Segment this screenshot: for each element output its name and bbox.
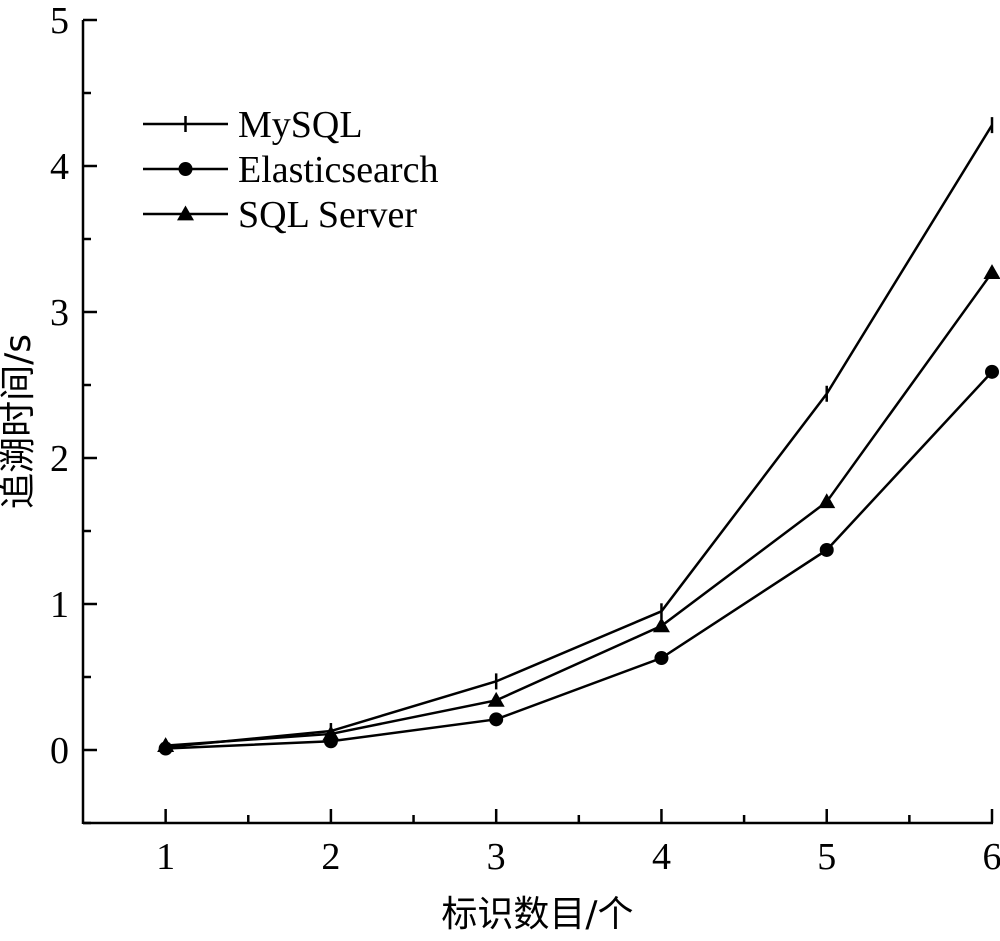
axes bbox=[81, 20, 993, 825]
series-1 bbox=[158, 364, 999, 756]
legend-item: MySQL bbox=[143, 104, 363, 146]
x-tick-label: 2 bbox=[321, 836, 340, 878]
series-line bbox=[165, 371, 993, 750]
series-layer bbox=[157, 117, 1000, 756]
circle-marker bbox=[985, 364, 999, 379]
legend-circle-marker bbox=[178, 162, 193, 176]
series-line bbox=[165, 124, 994, 749]
x-tick-label: 6 bbox=[983, 836, 1000, 878]
y-tick-label: 0 bbox=[50, 730, 69, 772]
x-axis-title: 标识数目/个 bbox=[441, 894, 633, 935]
legend-label: MySQL bbox=[238, 104, 363, 146]
triangle-marker bbox=[157, 737, 175, 752]
triangle-marker bbox=[487, 691, 505, 707]
legend-label: SQL Server bbox=[238, 194, 417, 236]
triangle-marker bbox=[652, 617, 670, 633]
legend-item: Elasticsearch bbox=[143, 149, 438, 191]
triangle-marker bbox=[818, 493, 836, 509]
x-tick-label: 4 bbox=[652, 836, 671, 878]
triangle-marker bbox=[983, 264, 1000, 279]
series-line bbox=[165, 271, 994, 747]
axis-ticks: 0 1 2 3 4 5 1 2 3 4 5 6 bbox=[50, 0, 1000, 878]
y-tick-label: 2 bbox=[50, 438, 69, 480]
x-tick-label: 3 bbox=[487, 836, 506, 878]
y-tick-label: 1 bbox=[50, 584, 69, 626]
y-axis-title: 追溯时间/s bbox=[0, 334, 39, 509]
series-2 bbox=[157, 264, 1000, 752]
legend-triangle-marker bbox=[177, 205, 194, 221]
x-tick-label: 5 bbox=[817, 836, 836, 878]
x-tick-label: 1 bbox=[156, 836, 175, 878]
legend-item: SQL Server bbox=[143, 194, 417, 236]
circle-marker bbox=[489, 712, 504, 727]
y-tick-label: 3 bbox=[50, 292, 69, 334]
y-tick-label: 5 bbox=[50, 0, 69, 42]
triangle-marker bbox=[322, 725, 340, 741]
y-tick-label: 4 bbox=[50, 146, 69, 188]
legend-label: Elasticsearch bbox=[238, 149, 438, 191]
circle-marker bbox=[654, 651, 669, 666]
circle-marker bbox=[819, 542, 834, 557]
